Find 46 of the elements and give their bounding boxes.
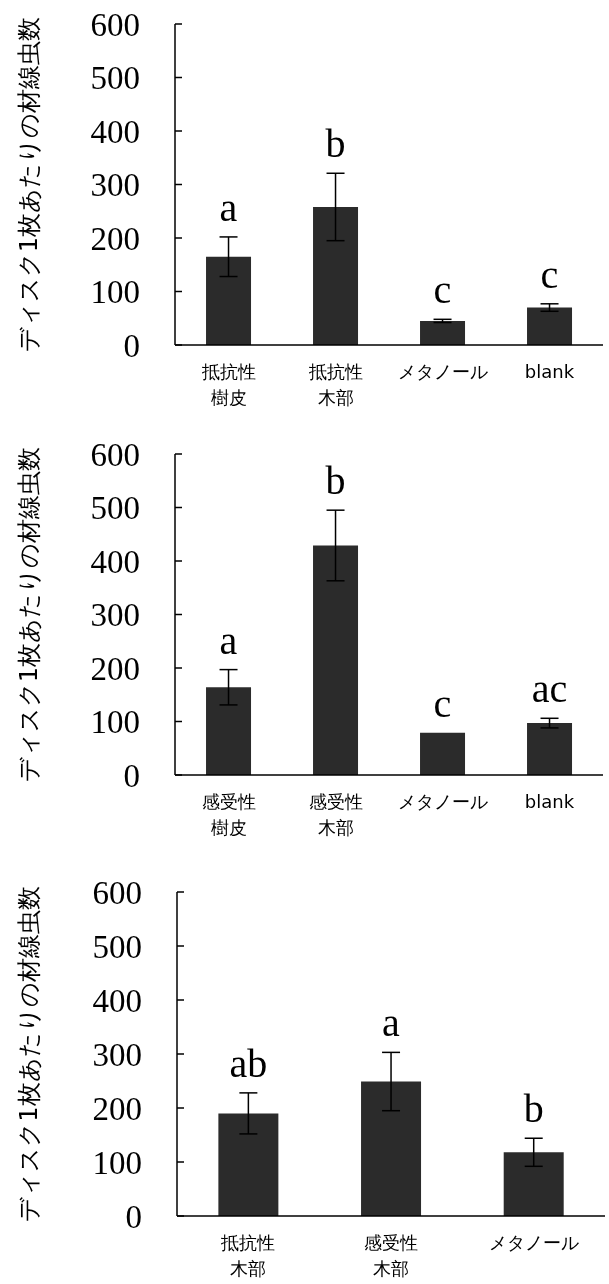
annotation: a [382,1000,401,1046]
x-tick-label: 抵抗性木部 [220,1232,276,1280]
y-tick-label: 600 [92,874,142,911]
annotation: b [325,458,346,504]
y-tick-label: 400 [92,982,142,1019]
x-tick-label: メタノール [397,791,488,813]
x-tick-label: blank [524,361,575,383]
y-tick-label: 200 [92,1090,142,1127]
y-tick-label: 100 [90,704,140,741]
x-tick-label: メタノール [488,1232,579,1254]
y-tick-label: 300 [90,597,140,634]
x-tick-label: blank [524,791,575,813]
y-tick-label: 300 [90,167,140,204]
y-tick-label: 500 [90,60,140,97]
x-tick-label: 感受性樹皮 [201,791,256,839]
y-tick-label: 200 [90,650,140,687]
annotation: c [433,267,452,313]
y-axis-title: ディスク1枚あたりの材線虫数 [15,16,43,353]
y-axis-title: ディスク1枚あたりの材線虫数 [15,886,43,1222]
annotation: ab [229,1040,268,1086]
y-tick-label: 500 [90,490,140,527]
annotation: c [540,251,559,297]
x-tick-label: 感受性木部 [364,1232,418,1280]
y-tick-label: 600 [90,6,140,43]
x-tick-label: メタノール [397,361,488,383]
y-axis-title: ディスク1枚あたりの材線虫数 [15,446,43,783]
x-tick-label: 抵抗性樹皮 [200,361,256,409]
annotation: ac [531,666,568,712]
x-tick-label: 抵抗性木部 [307,361,363,409]
y-tick-label: 100 [90,274,140,311]
y-tick-label: 300 [92,1036,142,1073]
y-tick-label: 0 [123,757,140,794]
y-tick-label: 0 [123,327,140,364]
x-tick-label: 感受性木部 [308,791,363,839]
annotation: b [523,1086,544,1132]
y-tick-label: 200 [90,220,140,257]
y-tick-label: 600 [90,436,140,473]
annotation: b [325,121,346,167]
y-tick-label: 0 [125,1198,142,1235]
y-tick-label: 400 [90,113,140,150]
annotation: a [219,184,238,230]
y-tick-label: 100 [92,1144,142,1181]
y-tick-label: 500 [92,928,142,965]
annotation: a [219,617,238,663]
y-tick-label: 400 [90,543,140,580]
annotation: c [433,680,452,726]
